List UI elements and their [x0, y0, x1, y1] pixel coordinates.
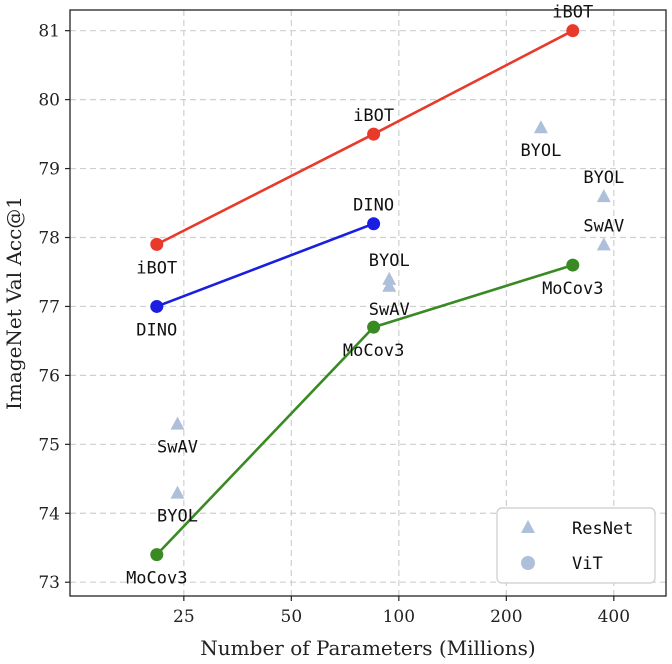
resnet-point [382, 271, 397, 285]
resnet-point [170, 416, 185, 430]
y-tick-label: 75 [38, 435, 60, 455]
y-tick-label: 80 [38, 91, 60, 111]
point-label: MoCov3 [343, 341, 404, 361]
point-label: SwAV [583, 216, 624, 236]
plot-frame [69, 9, 667, 597]
x-axis-title: Number of Parameters (Millions) [200, 636, 535, 660]
vit-point [367, 320, 381, 334]
vit-point [566, 258, 580, 272]
series-line [156, 222, 375, 308]
resnet-layer [170, 120, 611, 499]
grid [70, 10, 666, 596]
y-axis-title: ImageNet Val Acc@1 [2, 196, 26, 410]
point-label: DINO [353, 196, 394, 216]
x-tick-label: 100 [383, 607, 415, 627]
y-tick-label: 78 [38, 229, 60, 249]
point-label: iBOT [552, 3, 593, 23]
series-layer [150, 24, 580, 562]
y-tick-label: 73 [38, 573, 60, 593]
x-tick-label: 400 [598, 607, 630, 627]
point-label: BYOL [157, 507, 198, 527]
point-label: SwAV [369, 300, 410, 320]
legend-resnet-marker [521, 520, 535, 533]
vit-point [367, 217, 381, 231]
y-tick-label: 76 [38, 366, 60, 386]
point-labels: iBOT iBOT iBOT DINO DINO MoCov3 MoCov3 MoCov3 Sw… [126, 3, 624, 589]
resnet-point [596, 189, 611, 203]
vit-point [367, 127, 381, 141]
vit-point [150, 237, 164, 251]
legend-vit-marker [521, 556, 535, 570]
resnet-point [533, 120, 548, 134]
legend-vit-label: ViT [572, 554, 603, 574]
point-label: BYOL [520, 141, 561, 161]
resnet-point [382, 278, 397, 292]
legend-resnet-label: ResNet [572, 519, 633, 539]
x-tick-label: 50 [281, 607, 303, 627]
resnet-point [170, 485, 185, 499]
y-axis-ticks: 73 74 75 76 77 78 79 80 81 [38, 22, 70, 593]
y-tick-label: 77 [38, 297, 60, 317]
x-axis-ticks: 25 50 100 200 400 [173, 596, 630, 627]
point-label: BYOL [369, 251, 410, 271]
point-label: BYOL [583, 168, 624, 188]
point-label: DINO [136, 320, 177, 340]
resnet-point [596, 237, 611, 251]
y-tick-label: 81 [38, 22, 60, 42]
point-label: MoCov3 [542, 279, 603, 299]
vit-point [150, 548, 164, 562]
point-label: SwAV [157, 438, 198, 458]
point-label: MoCov3 [126, 569, 187, 589]
y-tick-label: 79 [38, 160, 60, 180]
point-label: iBOT [353, 106, 394, 126]
y-tick-label: 74 [38, 504, 60, 524]
vit-point [150, 299, 164, 313]
legend: ResNet ViT [496, 507, 656, 584]
x-tick-label: 200 [490, 607, 522, 627]
legend-box [496, 507, 656, 584]
x-tick-label: 25 [173, 607, 195, 627]
point-label: iBOT [136, 258, 177, 278]
vit-point [566, 24, 580, 38]
